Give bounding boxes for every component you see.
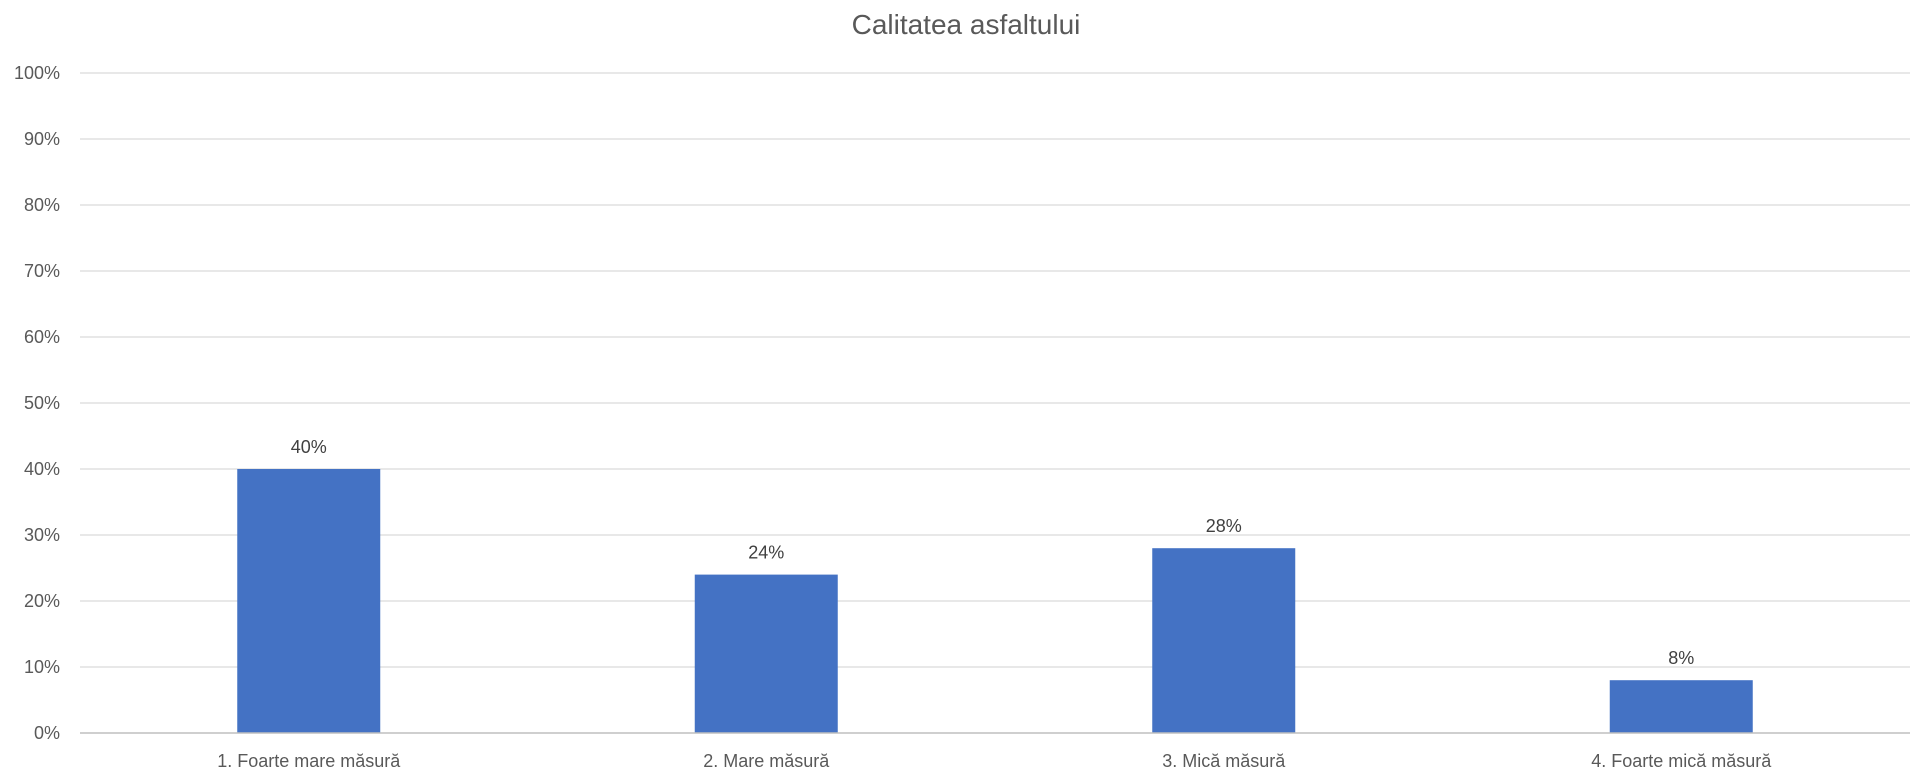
y-tick-label: 90% — [24, 129, 60, 149]
y-tick-label: 30% — [24, 525, 60, 545]
bar — [237, 469, 381, 733]
data-labels: 40% 24% 28% 8% — [291, 437, 1695, 668]
y-tick-label: 0% — [34, 723, 60, 743]
y-tick-label: 70% — [24, 261, 60, 281]
data-label: 40% — [291, 437, 327, 457]
x-tick-label: 2. Mare măsură — [703, 751, 830, 771]
gridlines — [80, 72, 1910, 668]
x-tick-label: 1. Foarte mare măsură — [217, 751, 401, 771]
bar — [1152, 548, 1296, 733]
y-axis-tick-labels: 0% 10% 20% 30% 40% 50% 60% 70% 80% 90% 100% — [14, 63, 60, 743]
x-tick-label: 4. Foarte mică măsură — [1591, 751, 1772, 771]
y-tick-label: 20% — [24, 591, 60, 611]
y-tick-label: 80% — [24, 195, 60, 215]
y-tick-label: 60% — [24, 327, 60, 347]
x-tick-label: 3. Mică măsură — [1162, 751, 1286, 771]
y-tick-label: 100% — [14, 63, 60, 83]
x-axis-tick-labels: 1. Foarte mare măsură 2. Mare măsură 3. Mi… — [217, 751, 1772, 771]
data-label: 8% — [1668, 648, 1694, 668]
y-tick-label: 50% — [24, 393, 60, 413]
bar — [1609, 680, 1753, 733]
y-tick-label: 40% — [24, 459, 60, 479]
data-label: 24% — [748, 543, 784, 563]
bar — [694, 574, 838, 733]
bars — [237, 469, 1753, 733]
chart-title: Calitatea asfaltului — [852, 9, 1081, 40]
y-tick-label: 10% — [24, 657, 60, 677]
data-label: 28% — [1206, 516, 1242, 536]
